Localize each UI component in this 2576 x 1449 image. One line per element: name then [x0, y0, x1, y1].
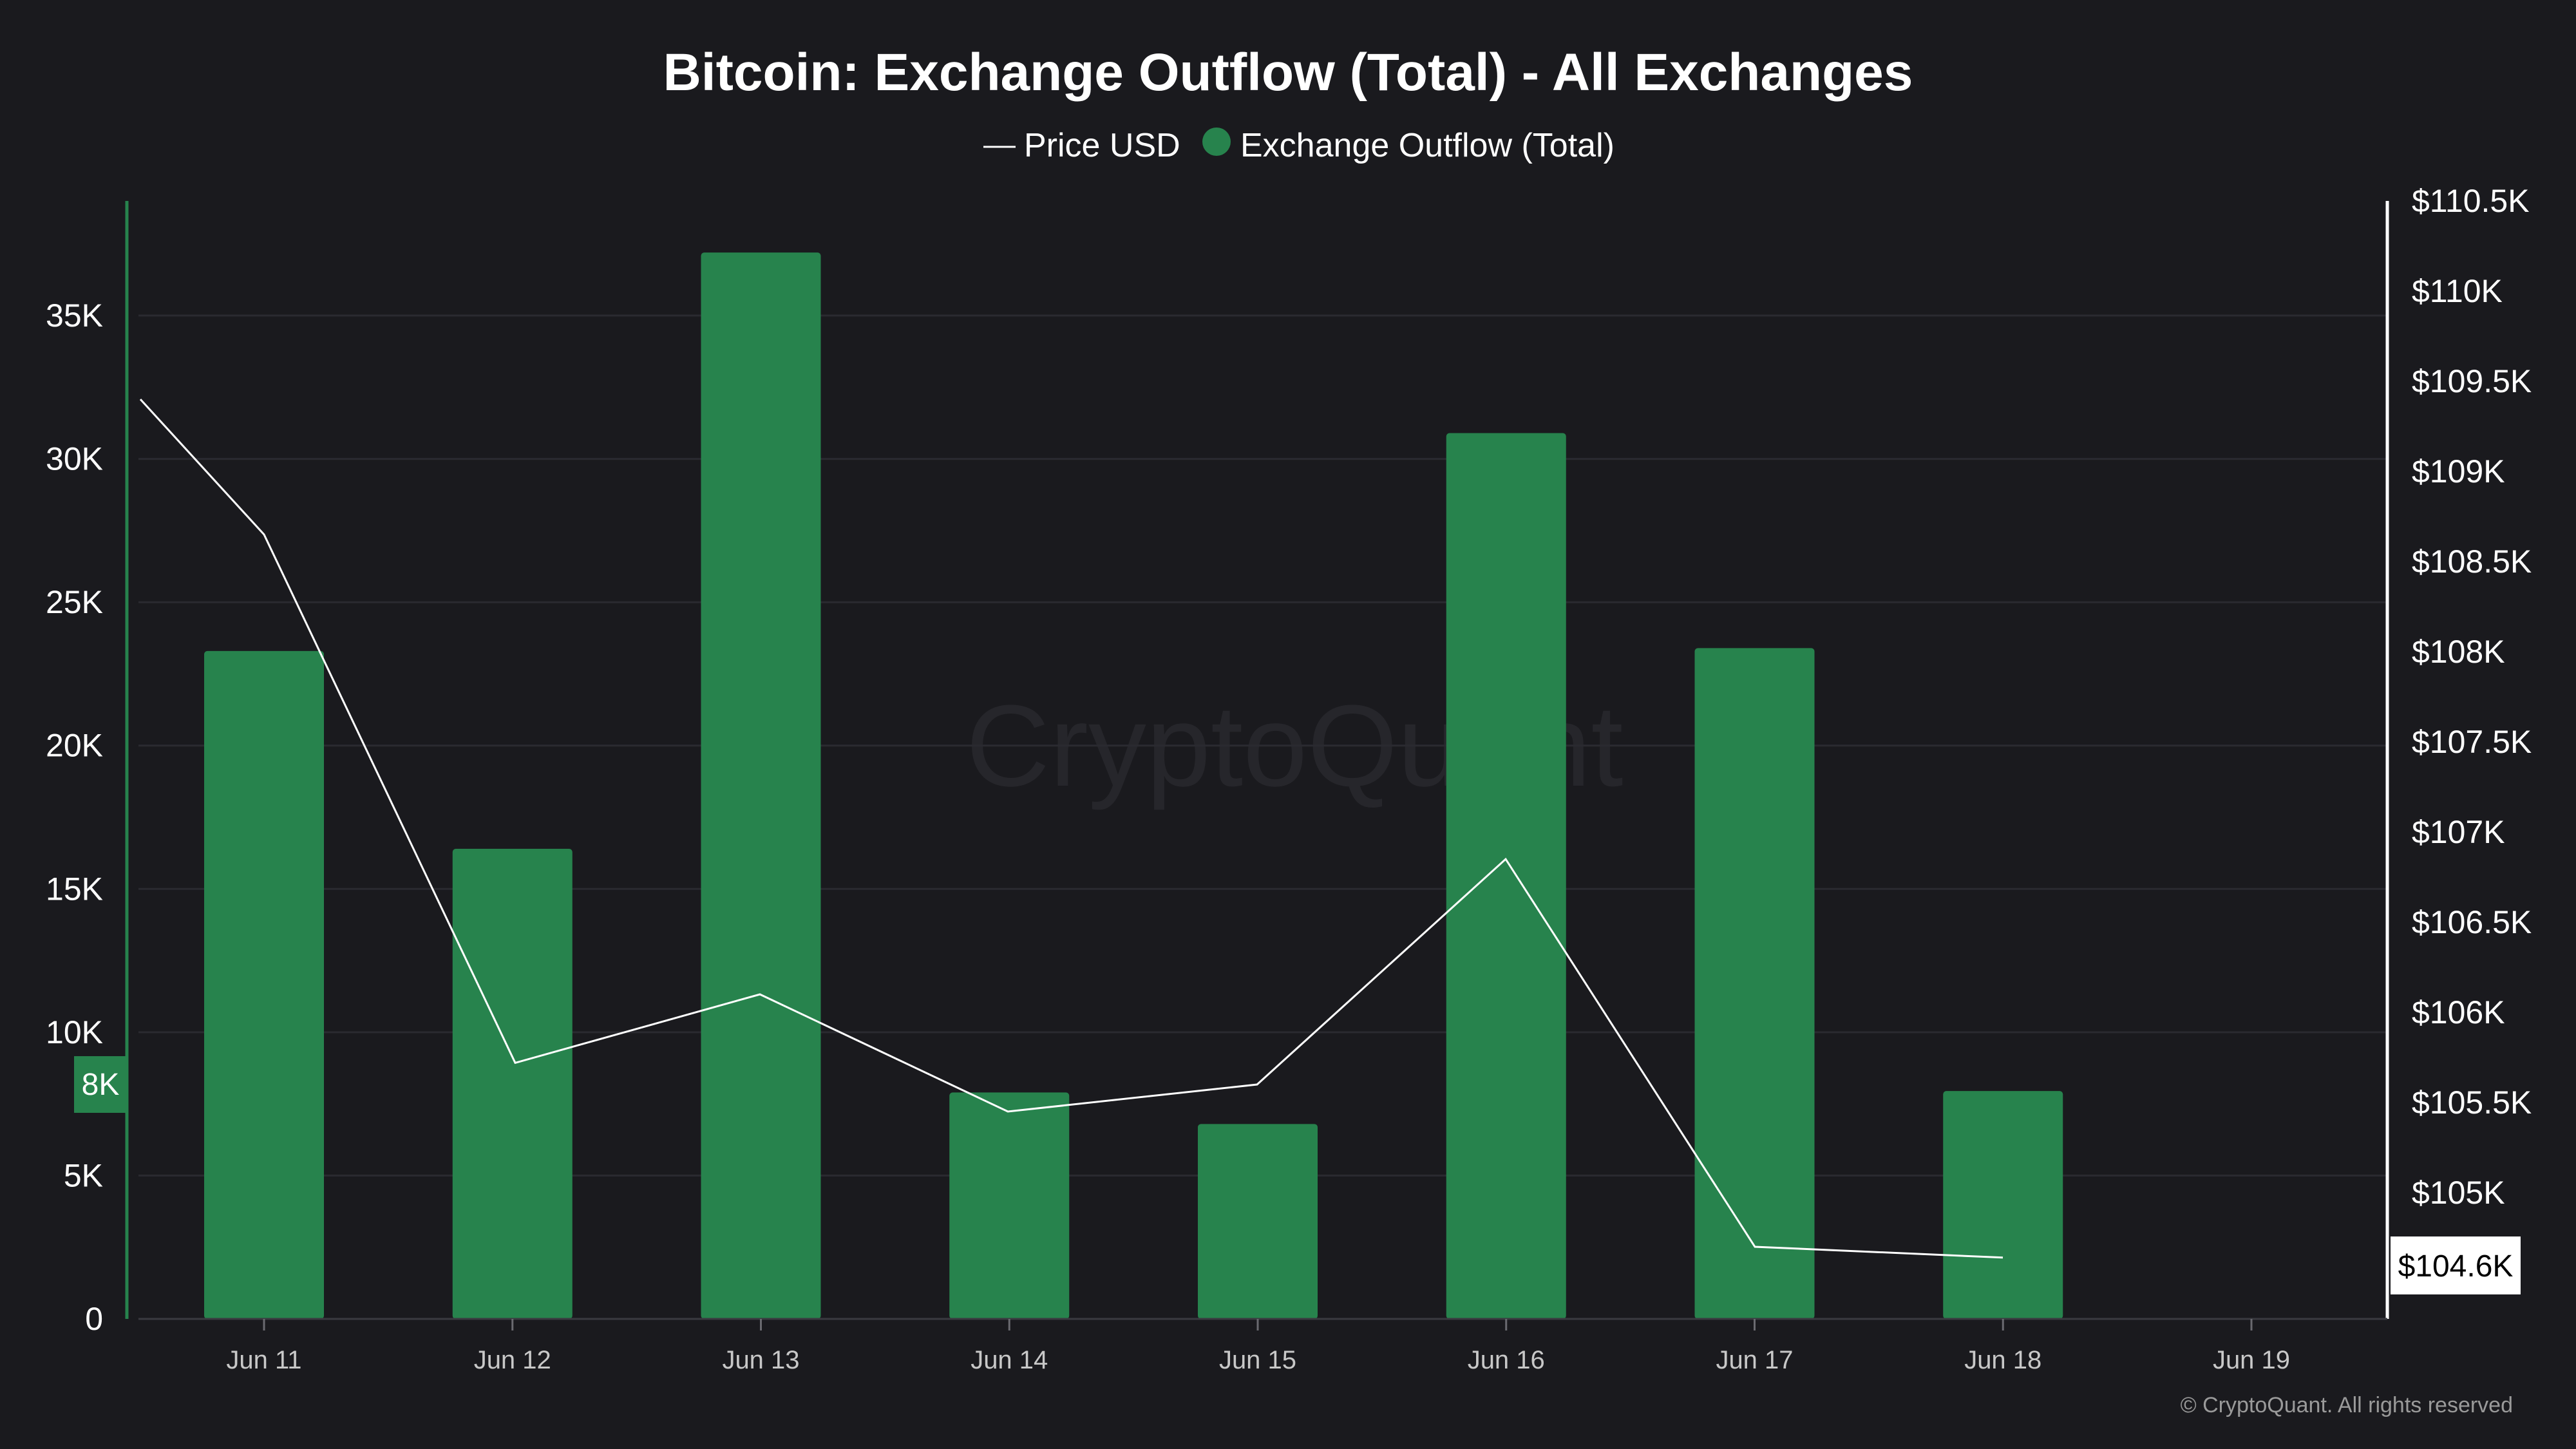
left-badge-bg: [74, 1056, 127, 1113]
x-tick-label: Jun 16: [1468, 1346, 1545, 1374]
x-tick-label: Jun 15: [1219, 1346, 1296, 1374]
y-left-tick-label: 0: [85, 1301, 103, 1337]
left-value-badge: 8K: [74, 1056, 127, 1113]
outflow-bar[interactable]: [949, 1092, 1070, 1319]
x-tick-label: Jun 19: [2213, 1346, 2290, 1374]
y-right-tick-label: $107K: [2412, 814, 2505, 850]
y-right-tick-label: $109K: [2412, 453, 2505, 489]
right-badge-bg: [2391, 1236, 2521, 1294]
outflow-bar[interactable]: [701, 252, 821, 1320]
y-right-tick-label: $108.5K: [2412, 544, 2532, 580]
y-left-tick-label: 20K: [46, 728, 103, 764]
x-tick-label: Jun 18: [1964, 1346, 2041, 1374]
x-tick-label: Jun 11: [226, 1346, 301, 1374]
y-right-tick-label: $105.5K: [2412, 1084, 2532, 1121]
copyright-notice: © CryptoQuant. All rights reserved: [2181, 1393, 2513, 1417]
y-left-tick-label: 5K: [64, 1157, 103, 1193]
y-right-tick-label: $110K: [2412, 273, 2503, 309]
y-right-tick-label: $109.5K: [2412, 363, 2532, 399]
legend-circle-icon: [1202, 128, 1231, 156]
legend-price-label[interactable]: Price USD: [1024, 127, 1180, 164]
y-right-tick-label: $110.5K: [2412, 183, 2530, 219]
legend: Price USD Exchange Outflow (Total): [983, 127, 1615, 164]
x-tick-label: Jun 12: [474, 1346, 551, 1374]
y-right-tick-label: $108K: [2412, 634, 2505, 670]
outflow-bar[interactable]: [1198, 1124, 1318, 1319]
chart-title: Bitcoin: Exchange Outflow (Total) - All …: [663, 43, 1913, 102]
outflow-bar[interactable]: [1446, 433, 1566, 1319]
bars: [204, 252, 2063, 1320]
y-left-tick-label: 35K: [46, 298, 103, 334]
x-tick-label: Jun 14: [971, 1346, 1048, 1374]
y-left-tick-label: 30K: [46, 441, 103, 477]
y-right-tick-label: $105K: [2412, 1175, 2505, 1211]
price-line[interactable]: [139, 398, 2003, 1259]
legend-outflow-label[interactable]: Exchange Outflow (Total): [1240, 127, 1615, 164]
y-left-tick-label: 25K: [46, 584, 103, 620]
x-tick-label: Jun 13: [722, 1346, 799, 1374]
outflow-bar[interactable]: [452, 848, 573, 1319]
price-line-group: [139, 398, 2003, 1259]
outflow-bar[interactable]: [1694, 648, 1815, 1319]
right-badge-label: $104.6K: [2398, 1249, 2514, 1283]
right-value-badge: $104.6K: [2391, 1236, 2521, 1294]
x-tick-label: Jun 17: [1716, 1346, 1793, 1374]
left-badge-label: 8K: [82, 1068, 120, 1102]
x-axis-ticks: Jun 11 Jun 12 Jun 13 Jun 14 Jun 15 Jun 16 Jun …: [226, 1319, 2290, 1374]
y-right-tick-label: $107.5K: [2412, 724, 2532, 760]
y-left-tick-label: 15K: [46, 871, 103, 907]
y-right-tick-label: $106K: [2412, 994, 2505, 1030]
outflow-bar[interactable]: [1943, 1091, 2063, 1319]
left-axis-ticks: 0 5K 10K 15K 20K 25K 30K 35K: [46, 298, 103, 1337]
y-right-tick-label: $106.5K: [2412, 904, 2532, 940]
outflow-bar[interactable]: [204, 650, 324, 1319]
y-left-tick-label: 10K: [46, 1014, 103, 1050]
right-axis-ticks: $105K $105.5K $106K $106.5K $107K $107.5K $108…: [2412, 183, 2532, 1211]
